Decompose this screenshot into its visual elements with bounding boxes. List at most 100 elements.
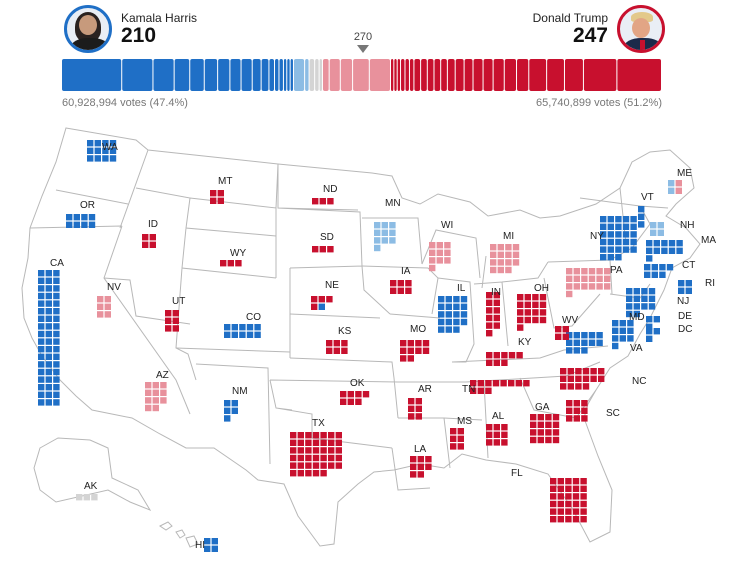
- ev-tile: [562, 326, 569, 333]
- ev-tile: [297, 462, 304, 469]
- state-co[interactable]: [224, 324, 261, 338]
- ev-tile: [400, 355, 407, 362]
- ev-tile: [638, 221, 645, 228]
- state-ct[interactable]: [644, 264, 674, 278]
- ev-tile: [83, 494, 90, 501]
- state-label-fl: FL: [511, 468, 523, 479]
- state-va[interactable]: [566, 332, 603, 354]
- ev-tile: [305, 447, 312, 454]
- ev-tile: [381, 237, 388, 244]
- bar-segment-or: [252, 59, 261, 91]
- state-ok[interactable]: [340, 391, 370, 405]
- state-ks[interactable]: [326, 340, 348, 354]
- state-nc[interactable]: [560, 368, 605, 390]
- bar-segment-nv: [322, 59, 329, 91]
- state-nh[interactable]: [650, 222, 664, 236]
- state-ri[interactable]: [678, 280, 692, 294]
- ev-tile: [53, 315, 60, 322]
- state-ky[interactable]: [486, 352, 523, 366]
- state-sd[interactable]: [312, 246, 334, 253]
- ev-tile: [653, 247, 660, 254]
- state-ne[interactable]: [311, 296, 333, 310]
- state-wi[interactable]: [429, 242, 451, 272]
- ev-tile: [596, 283, 603, 290]
- ev-tile: [460, 318, 468, 326]
- state-id[interactable]: [142, 234, 156, 248]
- ev-tile: [305, 454, 312, 462]
- state-ut[interactable]: [165, 310, 179, 332]
- state-ga[interactable]: [530, 414, 560, 444]
- ev-tile: [347, 398, 354, 405]
- state-nd[interactable]: [312, 198, 334, 205]
- state-ms[interactable]: [450, 428, 464, 450]
- state-ak[interactable]: [76, 494, 98, 501]
- ev-tile: [641, 303, 648, 310]
- state-mo[interactable]: [400, 340, 430, 362]
- ev-tile: [566, 268, 573, 275]
- ev-tile: [638, 206, 645, 213]
- ev-tile: [657, 229, 664, 236]
- ev-tile: [374, 229, 381, 236]
- ev-tile: [231, 331, 238, 338]
- ev-tile: [297, 470, 304, 477]
- state-nm[interactable]: [224, 400, 238, 422]
- ev-tile: [573, 268, 580, 275]
- ev-tile: [453, 311, 460, 318]
- state-ia[interactable]: [390, 280, 412, 294]
- state-wy[interactable]: [220, 260, 242, 267]
- state-wv[interactable]: [555, 326, 569, 340]
- ev-tile: [581, 347, 588, 354]
- state-vt[interactable]: [638, 206, 645, 228]
- state-tn[interactable]: [470, 380, 530, 394]
- state-tx[interactable]: [290, 432, 342, 477]
- state-ma[interactable]: [646, 240, 683, 262]
- bar-segment-ca: [62, 59, 122, 91]
- ev-tile: [390, 280, 397, 287]
- state-al[interactable]: [486, 424, 508, 446]
- state-de[interactable]: [646, 316, 660, 330]
- state-la[interactable]: [410, 456, 432, 478]
- state-in[interactable]: [486, 292, 500, 337]
- state-dc[interactable]: [646, 328, 660, 342]
- state-sc[interactable]: [566, 400, 588, 422]
- state-mi[interactable]: [490, 244, 520, 274]
- state-hi[interactable]: [204, 538, 218, 552]
- ev-tile: [312, 454, 320, 462]
- state-fl[interactable]: [550, 478, 587, 523]
- state-label-or: OR: [80, 200, 95, 211]
- ev-tile: [319, 198, 326, 205]
- state-me[interactable]: [668, 180, 682, 194]
- ev-tile: [590, 375, 597, 382]
- state-label-mn: MN: [385, 198, 401, 209]
- ev-tile: [320, 454, 327, 462]
- state-nv[interactable]: [97, 296, 111, 318]
- state-md[interactable]: [612, 320, 634, 350]
- state-label-ks: KS: [338, 326, 352, 337]
- ev-tile: [53, 353, 60, 360]
- bar-segment-nc: [547, 59, 564, 91]
- ev-tile: [581, 332, 588, 339]
- state-az[interactable]: [145, 382, 167, 412]
- ev-tile: [566, 347, 573, 354]
- state-pa[interactable]: [566, 268, 611, 298]
- state-or[interactable]: [66, 214, 96, 228]
- ev-tile: [160, 397, 167, 404]
- state-ny[interactable]: [600, 216, 637, 261]
- ev-tile: [438, 296, 445, 303]
- state-ca[interactable]: [38, 270, 60, 406]
- ev-tile: [490, 251, 497, 258]
- state-wa[interactable]: [87, 140, 117, 162]
- state-nj[interactable]: [626, 288, 656, 318]
- state-mn[interactable]: [374, 222, 396, 252]
- ev-tile: [501, 431, 508, 438]
- ev-tile: [675, 180, 682, 187]
- bar-segment-oh: [564, 59, 583, 91]
- ev-tile: [400, 347, 407, 354]
- electoral-tiles: [38, 140, 692, 552]
- ev-tile: [224, 331, 231, 338]
- state-mt[interactable]: [210, 190, 224, 204]
- state-il[interactable]: [438, 296, 468, 333]
- state-ar[interactable]: [408, 398, 422, 420]
- ev-tile: [318, 296, 325, 303]
- state-oh[interactable]: [517, 294, 547, 331]
